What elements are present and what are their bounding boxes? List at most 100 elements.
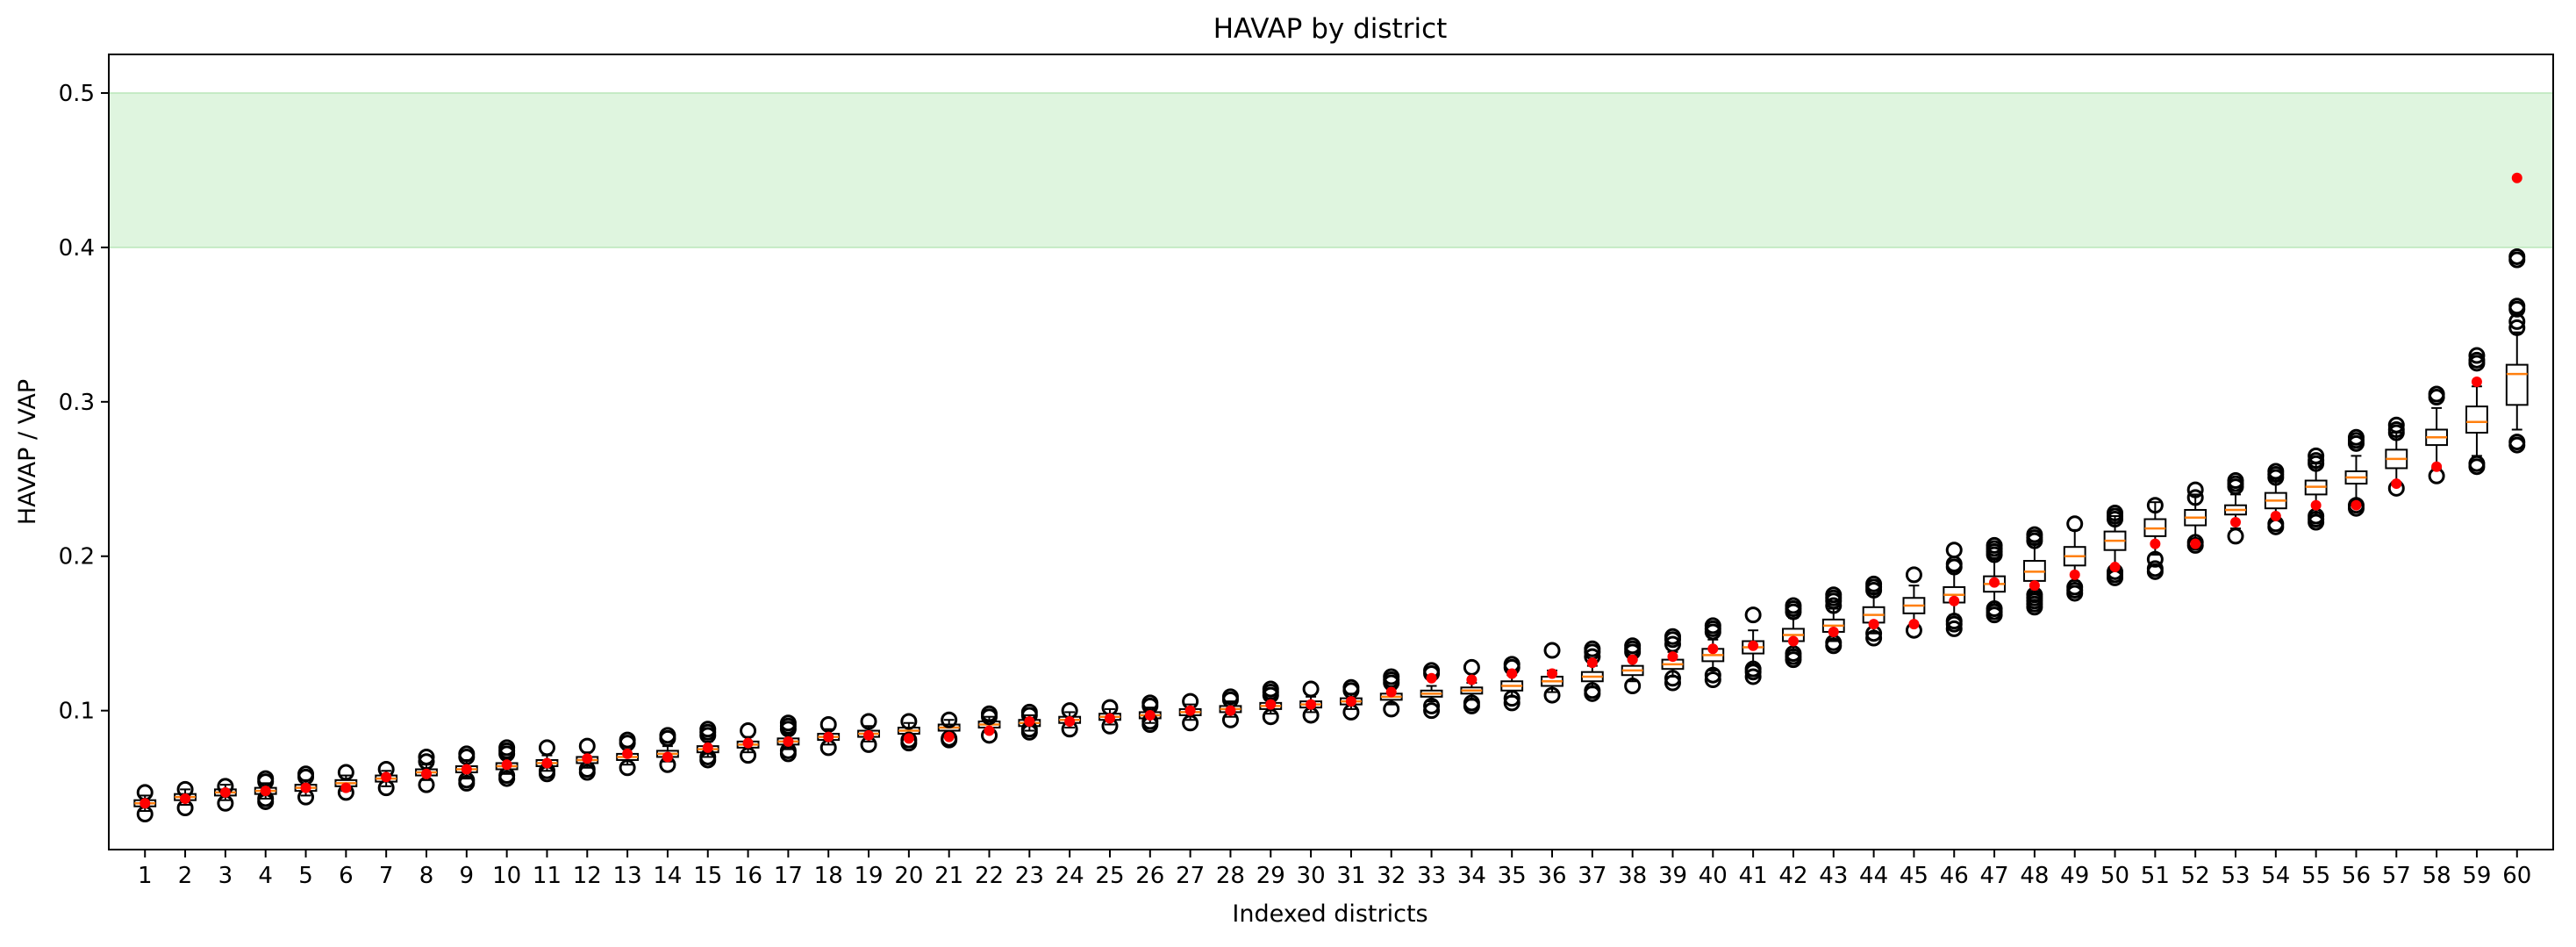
enacted-plan-point xyxy=(1265,699,1277,710)
outlier-point xyxy=(2508,434,2526,451)
enacted-plan-point xyxy=(984,725,995,736)
outlier-point xyxy=(2308,452,2325,470)
outlier-point xyxy=(1704,666,1721,684)
outlier-point xyxy=(2468,455,2486,472)
box-district-1 xyxy=(133,784,157,823)
x-tick-label: 3 xyxy=(218,863,233,889)
outlier-point xyxy=(2107,504,2124,521)
box-district-6 xyxy=(334,764,358,801)
outlier-point xyxy=(2066,578,2084,596)
x-tick-label: 14 xyxy=(653,863,682,889)
outlier-point xyxy=(1986,536,2003,554)
outlier-point xyxy=(2227,527,2244,545)
outlier-point xyxy=(2508,298,2526,315)
iqr-box xyxy=(2465,405,2488,434)
enacted-plan-point xyxy=(260,786,271,797)
outlier-point xyxy=(619,731,636,749)
outlier-point xyxy=(941,729,958,747)
outlier-point xyxy=(2508,319,2526,336)
enacted-plan-point xyxy=(1426,672,1437,684)
x-tick-label: 27 xyxy=(1176,863,1205,889)
enacted-plan-point xyxy=(461,764,472,775)
box-district-12 xyxy=(576,737,599,781)
box-district-13 xyxy=(616,731,640,777)
y-tick-label: 0.4 xyxy=(59,235,95,262)
x-tick-label: 17 xyxy=(774,863,803,889)
box-district-4 xyxy=(254,770,277,810)
outlier-point xyxy=(1744,660,1762,678)
x-tick-label: 53 xyxy=(2221,863,2250,889)
outlier-point xyxy=(699,721,717,738)
box-district-56 xyxy=(2344,428,2368,517)
enacted-plan-point xyxy=(2270,511,2281,522)
box-district-18 xyxy=(817,716,841,757)
outlier-point xyxy=(1865,629,1883,647)
x-tick-label: 5 xyxy=(298,863,313,889)
outlier-point xyxy=(337,764,354,781)
x-tick-label: 12 xyxy=(573,863,602,889)
box-district-8 xyxy=(415,748,438,793)
outlier-point xyxy=(2146,497,2164,514)
box-district-31 xyxy=(1339,678,1363,721)
box-district-17 xyxy=(776,714,800,763)
x-tick-label: 20 xyxy=(894,863,923,889)
outlier-point xyxy=(1624,678,1642,695)
outlier-point xyxy=(2508,248,2526,265)
target-band-layer xyxy=(109,92,2553,248)
x-tick-label: 39 xyxy=(1658,863,1687,889)
enacted-plan-point xyxy=(2431,461,2443,472)
outlier-point xyxy=(1423,697,1441,714)
axes-layer: 0.10.20.30.40.51 2 3 4 5 6 7 8 9 10 11 12 13 14 15 16 17… xyxy=(59,54,2554,889)
outlier-point xyxy=(1664,635,1681,653)
outlier-point xyxy=(2026,526,2043,543)
box-district-55 xyxy=(2304,447,2328,531)
outlier-point xyxy=(981,705,998,722)
enacted-plan-point xyxy=(2230,517,2242,528)
outlier-point xyxy=(2347,428,2365,446)
box-district-20 xyxy=(897,713,920,752)
outlier-point xyxy=(418,753,435,771)
outlier-point xyxy=(619,759,636,777)
x-tick-label: 25 xyxy=(1095,863,1124,889)
outlier-point xyxy=(418,748,435,765)
enacted-plan-point xyxy=(1104,713,1115,724)
enacted-plan-point xyxy=(381,771,392,783)
box-district-19 xyxy=(857,713,880,753)
enacted-plan-point xyxy=(783,735,794,747)
box-district-9 xyxy=(454,745,478,792)
x-tick-label: 47 xyxy=(1980,863,2009,889)
x-tick-label: 45 xyxy=(1900,863,1928,889)
enacted-plan-point xyxy=(1868,619,1879,630)
outlier-point xyxy=(1825,597,1843,614)
box-district-27 xyxy=(1178,692,1202,732)
x-tick-label: 8 xyxy=(419,863,434,889)
x-tick-label: 40 xyxy=(1699,863,1728,889)
box-district-14 xyxy=(656,727,679,773)
box-district-48 xyxy=(2022,526,2046,616)
enacted-plan-point xyxy=(742,737,754,749)
enacted-plan-point xyxy=(2471,376,2482,387)
x-tick-label: 49 xyxy=(2060,863,2089,889)
x-tick-label: 46 xyxy=(1940,863,1969,889)
x-tick-label: 19 xyxy=(854,863,883,889)
box-district-3 xyxy=(213,778,237,812)
outlier-point xyxy=(1182,714,1199,732)
outlier-point xyxy=(2186,481,2204,499)
enacted-plan-point xyxy=(2511,172,2522,183)
x-tick-label: 36 xyxy=(1537,863,1566,889)
enacted-plan-point xyxy=(1064,715,1076,727)
box-district-39 xyxy=(1661,628,1685,692)
box-district-41 xyxy=(1742,606,1765,685)
enacted-plan-point xyxy=(1828,626,1839,637)
outlier-point xyxy=(2308,447,2325,464)
enacted-plan-point xyxy=(1506,668,1518,679)
x-tick-label: 24 xyxy=(1055,863,1084,889)
outlier-point xyxy=(458,745,476,763)
enacted-plan-point xyxy=(420,768,432,779)
x-tick-label: 59 xyxy=(2462,863,2491,889)
outlier-point xyxy=(1704,617,1721,635)
outlier-point xyxy=(2227,472,2244,490)
box-district-11 xyxy=(535,739,559,783)
x-tick-label: 30 xyxy=(1297,863,1326,889)
outlier-point xyxy=(1221,688,1239,706)
